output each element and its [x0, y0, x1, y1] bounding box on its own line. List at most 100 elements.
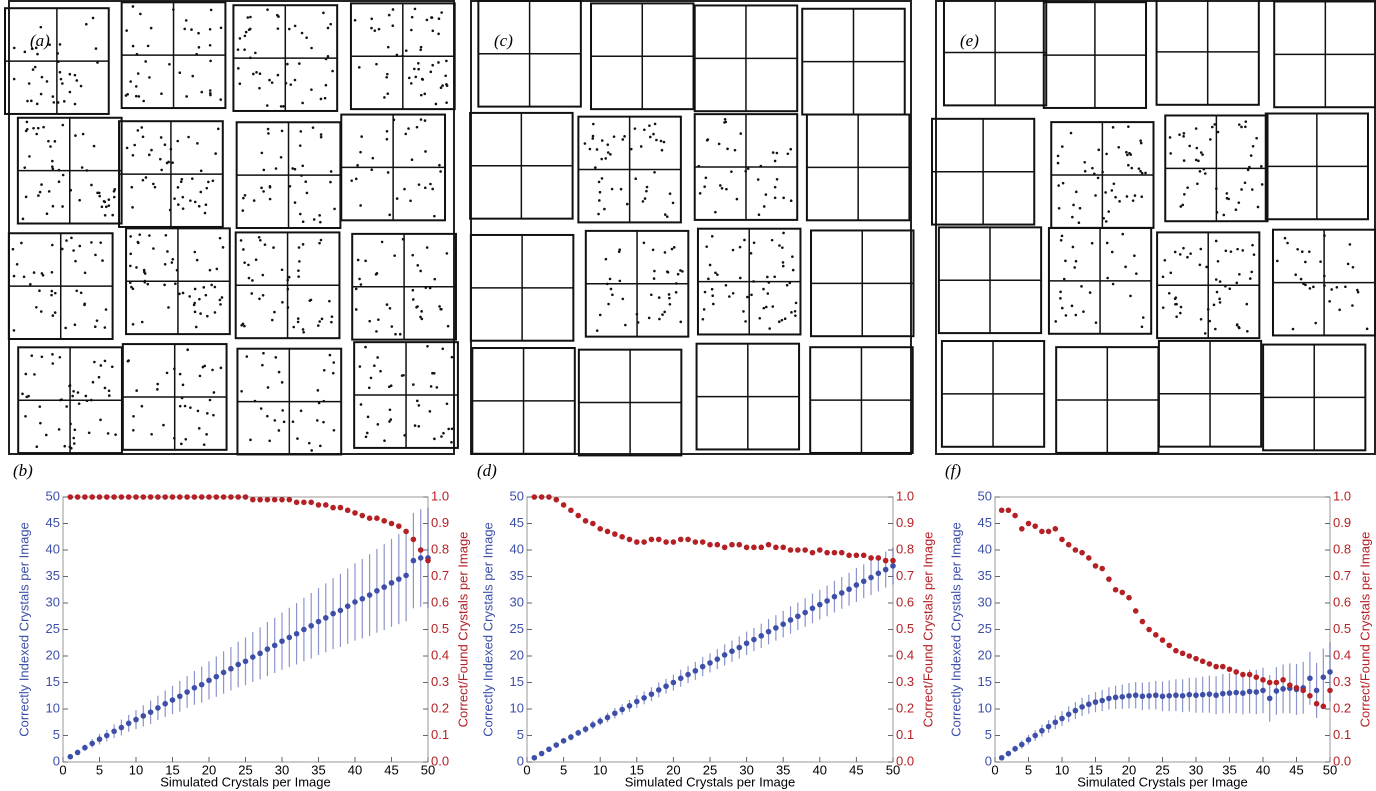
spot — [281, 268, 284, 271]
spot — [176, 140, 179, 143]
point — [802, 547, 808, 553]
spot — [1075, 314, 1078, 317]
spot — [86, 399, 89, 402]
spot — [1352, 266, 1355, 269]
point — [287, 635, 293, 641]
spot — [1204, 172, 1207, 175]
spot — [1250, 154, 1253, 157]
spot — [605, 258, 608, 261]
spot — [791, 255, 794, 258]
point — [221, 494, 227, 500]
point — [1227, 666, 1233, 672]
spot — [60, 78, 63, 81]
y-tick-label: 5 — [517, 727, 524, 742]
spot — [203, 443, 206, 446]
point — [575, 730, 581, 736]
spot — [144, 60, 147, 63]
spot — [1135, 272, 1138, 275]
x-tick-label: 0 — [523, 762, 530, 777]
spot — [653, 277, 656, 280]
spot — [610, 288, 613, 291]
spot — [706, 139, 709, 142]
spot — [160, 136, 163, 139]
spot — [330, 170, 333, 173]
y2-tick-label: 0.5 — [1333, 621, 1351, 636]
spot — [24, 51, 27, 54]
spot — [90, 184, 93, 187]
point — [228, 666, 234, 672]
spot — [1130, 167, 1133, 170]
spot — [160, 92, 163, 95]
spot — [165, 234, 168, 237]
spot — [1072, 246, 1075, 249]
spot — [426, 19, 429, 22]
x-tick-label: 0 — [59, 762, 66, 777]
spot — [1065, 314, 1068, 317]
spot — [1236, 324, 1239, 327]
y-tick-label: 5 — [985, 727, 992, 742]
spot — [187, 136, 190, 139]
spot — [20, 242, 23, 245]
spot — [1141, 172, 1144, 175]
spot — [302, 331, 305, 334]
point — [766, 542, 772, 548]
spot — [1142, 316, 1145, 319]
spot — [1060, 239, 1063, 242]
spot — [1162, 306, 1165, 309]
point — [1327, 669, 1333, 675]
panel-label: (a) — [30, 31, 50, 50]
spot — [1174, 296, 1177, 299]
spot — [242, 209, 245, 212]
spot — [446, 402, 449, 405]
point — [649, 537, 655, 543]
spot — [39, 422, 42, 425]
spot — [269, 198, 272, 201]
spot — [772, 151, 775, 154]
point — [1227, 690, 1233, 696]
spot — [74, 260, 77, 263]
spot — [281, 130, 284, 133]
spot — [268, 439, 271, 442]
spot — [711, 235, 714, 238]
point — [824, 598, 830, 604]
spot — [129, 235, 132, 238]
spot — [13, 78, 16, 81]
y2-tick-label: 0.4 — [896, 647, 914, 662]
spot — [245, 31, 248, 34]
point — [177, 494, 183, 500]
spot — [730, 170, 733, 173]
spot — [72, 249, 75, 252]
spot — [209, 94, 212, 97]
spot — [716, 273, 719, 276]
spot — [59, 399, 62, 402]
spot — [743, 239, 746, 242]
point — [294, 631, 300, 637]
spot — [1276, 260, 1279, 263]
spot — [1140, 142, 1143, 145]
spot — [1224, 285, 1227, 288]
spot — [355, 288, 358, 291]
spot — [148, 76, 151, 79]
spot — [646, 186, 649, 189]
x-tick-label: 10 — [1055, 762, 1069, 777]
spot — [420, 94, 423, 97]
spot — [611, 188, 614, 191]
spot — [1089, 291, 1092, 294]
spot — [35, 306, 38, 309]
spot — [1097, 149, 1100, 152]
spot — [1246, 330, 1249, 333]
spot — [253, 199, 256, 202]
spot — [220, 27, 223, 30]
spot — [355, 178, 358, 181]
spot — [205, 433, 208, 436]
spot — [136, 53, 139, 56]
spot — [182, 207, 185, 210]
spot — [663, 311, 666, 314]
point — [148, 494, 154, 500]
point — [890, 558, 896, 564]
point — [1086, 701, 1092, 707]
point — [1213, 664, 1219, 670]
point — [1066, 542, 1072, 548]
spot — [297, 275, 300, 278]
spot — [141, 321, 144, 324]
